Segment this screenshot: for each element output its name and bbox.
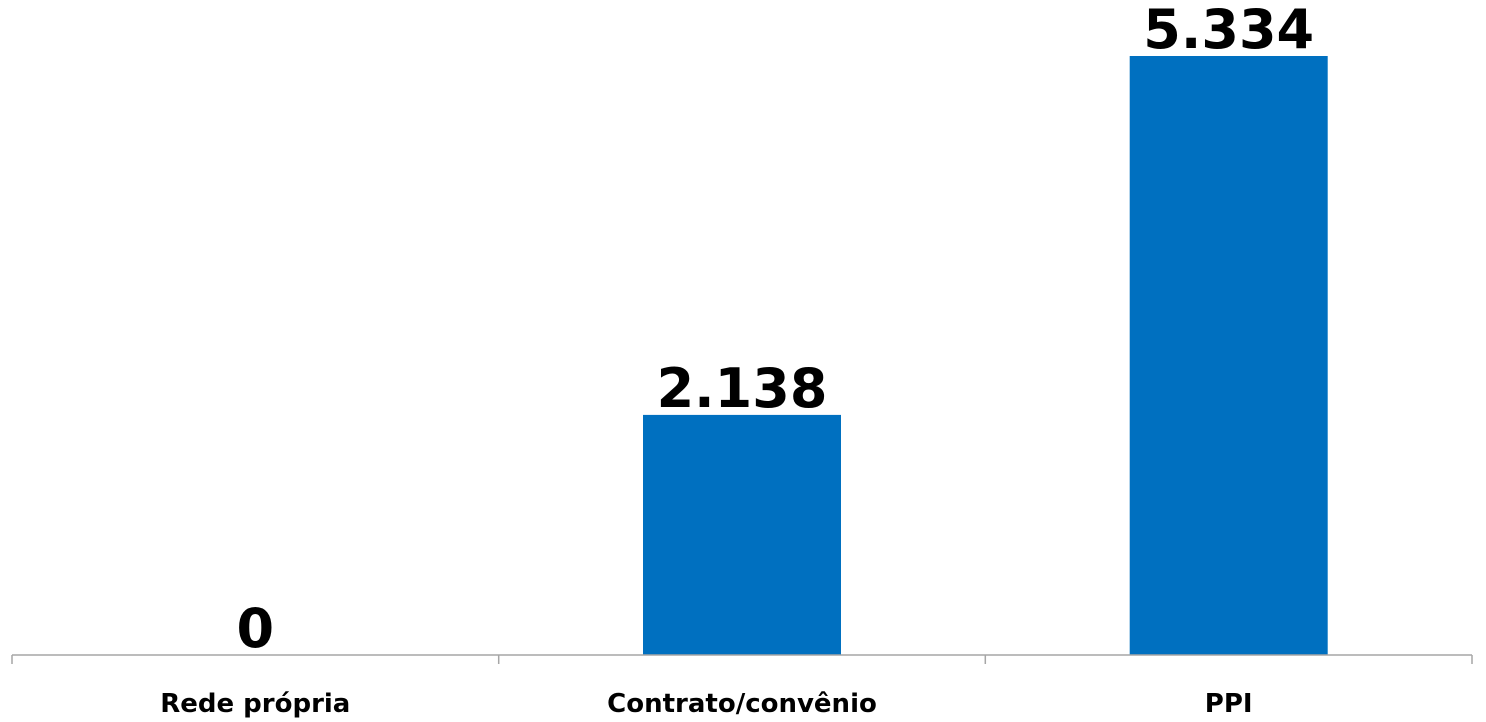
value-label-0: 0 — [237, 597, 275, 660]
value-labels-group: 0 2.138 5.334 — [237, 0, 1315, 660]
category-label-2: PPI — [1205, 689, 1253, 719]
category-label-1: Contrato/convênio — [607, 689, 877, 719]
value-label-2: 5.334 — [1143, 0, 1314, 61]
value-label-1: 2.138 — [657, 357, 828, 420]
bars-group — [643, 56, 1328, 655]
bar-1 — [643, 414, 841, 655]
category-labels-group: Rede própria Contrato/convênio PPI — [160, 689, 1252, 719]
bar-2 — [1129, 56, 1328, 655]
x-axis — [11, 654, 1473, 664]
category-label-0: Rede própria — [160, 689, 350, 719]
